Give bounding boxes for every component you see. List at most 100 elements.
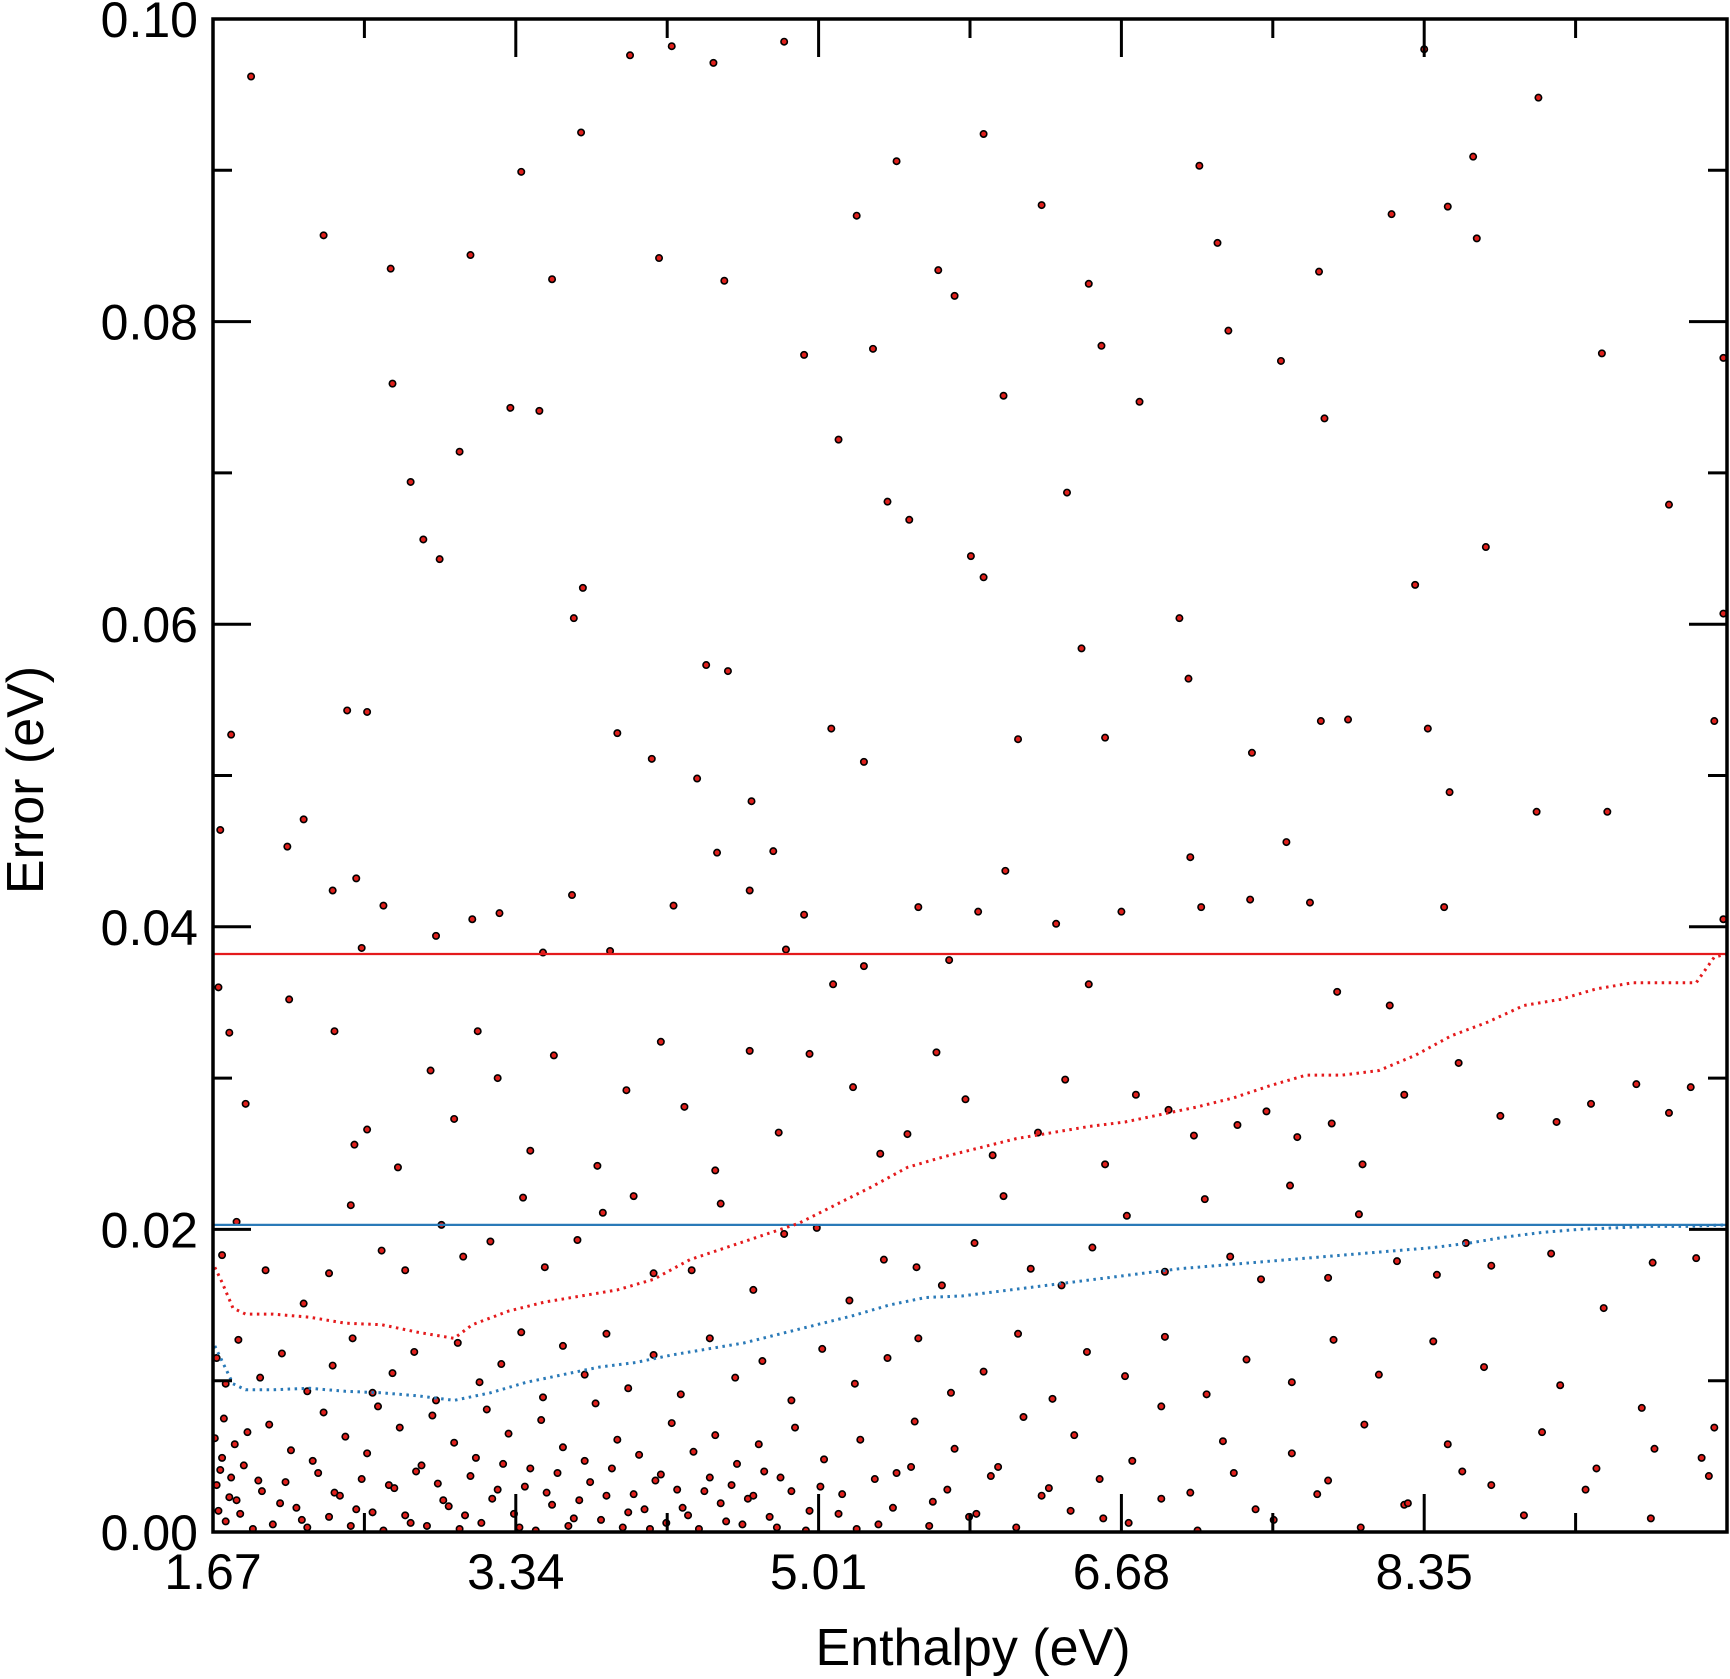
data-point [1664, 500, 1673, 509]
data-point [1077, 644, 1086, 653]
data-point [731, 1373, 740, 1382]
y-tick-label: 0.02 [101, 1202, 198, 1258]
data-point [966, 552, 975, 561]
data-point [325, 1269, 334, 1278]
data-point [1443, 202, 1452, 211]
data-point [607, 1464, 616, 1473]
data-point [232, 1496, 241, 1505]
data-point [928, 1497, 937, 1506]
data-point [1648, 1258, 1657, 1267]
data-point [265, 1420, 274, 1429]
data-point [1710, 1423, 1719, 1432]
data-point [412, 1467, 421, 1476]
data-point [386, 264, 395, 273]
data-point [640, 1505, 649, 1514]
data-point [575, 1496, 584, 1505]
data-point [520, 1482, 529, 1491]
data-point [1037, 1491, 1046, 1500]
data-point [234, 1335, 243, 1344]
data-point [466, 1472, 475, 1481]
data-point [586, 1478, 595, 1487]
data-point [330, 1027, 339, 1036]
data-point [774, 1128, 783, 1137]
data-point [1385, 1001, 1394, 1010]
data-point [1356, 1523, 1365, 1532]
data-point [1160, 1332, 1169, 1341]
data-point [1197, 903, 1206, 912]
data-point [1293, 1133, 1302, 1142]
data-point [649, 1269, 658, 1278]
data-point [519, 1193, 528, 1202]
data-point [602, 1329, 611, 1338]
data-point [406, 1518, 415, 1527]
data-point [417, 1461, 426, 1470]
y-tick-label: 0.10 [101, 0, 198, 48]
data-point [1164, 1105, 1173, 1114]
data-point [1157, 1402, 1166, 1411]
data-point [1052, 919, 1061, 928]
data-point [352, 874, 361, 883]
data-point [705, 1334, 714, 1343]
y-axis-title: Error (eV) [0, 666, 55, 894]
data-point [1581, 1485, 1590, 1494]
data-point [624, 1384, 633, 1393]
axes: 1.67 3.34 5.01 6.68 8.35 0.00 0.02 0.04 0.06 0.08… [101, 0, 1729, 1600]
data-point [406, 477, 415, 486]
x-axis-title: Enthalpy (eV) [815, 1619, 1130, 1677]
data-point [553, 1468, 562, 1477]
data-point [1122, 1211, 1131, 1220]
data-point [892, 157, 901, 166]
data-point [299, 815, 308, 824]
data-point [281, 1478, 290, 1487]
data-point [426, 1066, 435, 1075]
data-point [1710, 717, 1719, 726]
red-running-line [213, 952, 1727, 1340]
data-point [1157, 1494, 1166, 1503]
data-point [1423, 724, 1432, 733]
data-point [319, 231, 328, 240]
data-point [453, 1338, 462, 1347]
data-point [1128, 1456, 1137, 1465]
data-point [477, 1518, 486, 1527]
data-point [702, 661, 711, 670]
data-point [800, 350, 809, 359]
x-tick-label: 8.35 [1376, 1544, 1473, 1600]
data-point [1200, 1195, 1209, 1204]
data-point [1202, 1390, 1211, 1399]
data-point [999, 1192, 1008, 1201]
data-point [1048, 1394, 1057, 1403]
data-point [239, 1461, 248, 1470]
data-point [1286, 1181, 1295, 1190]
data-point [1534, 93, 1543, 102]
data-point [542, 1488, 551, 1497]
data-point [388, 379, 397, 388]
data-point [979, 1367, 988, 1376]
data-point [432, 931, 441, 940]
data-point [856, 1435, 865, 1444]
data-point [1458, 1467, 1467, 1476]
data-point [1686, 1083, 1695, 1092]
x-tick-label: 3.34 [467, 1544, 564, 1600]
data-point [346, 1521, 355, 1530]
data-point [569, 614, 578, 623]
data-point [1095, 1475, 1104, 1484]
data-point [1184, 674, 1193, 683]
data-point [379, 901, 388, 910]
data-point [1519, 1511, 1528, 1520]
data-point [816, 1482, 825, 1491]
data-point [1487, 1481, 1496, 1490]
data-point [1692, 1254, 1701, 1263]
data-point [497, 1360, 506, 1369]
data-point [874, 1520, 883, 1529]
data-point [569, 1514, 578, 1523]
data-point [711, 1166, 720, 1175]
data-point [1315, 267, 1324, 276]
data-point [1082, 1347, 1091, 1356]
data-point [401, 1266, 410, 1275]
plot-frame [211, 17, 1729, 1534]
data-point [680, 1102, 689, 1111]
data-point [1587, 1099, 1596, 1108]
data-point [214, 983, 223, 992]
data-point [1001, 866, 1010, 875]
data-point [283, 842, 292, 851]
